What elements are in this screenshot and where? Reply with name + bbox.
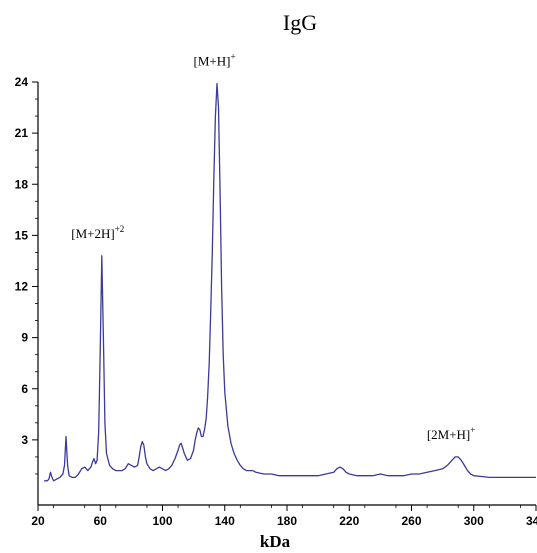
y-tick-label: 12 bbox=[15, 280, 29, 294]
y-tick-label: 21 bbox=[15, 126, 29, 140]
x-tick-label: 100 bbox=[152, 514, 172, 528]
y-tick-label: 24 bbox=[15, 75, 29, 89]
peak-label: [M+H]+ bbox=[194, 52, 236, 69]
y-tick-label: 18 bbox=[15, 177, 29, 191]
y-tick-label: 15 bbox=[15, 228, 29, 242]
peak-label-base: [M+2H] bbox=[71, 226, 114, 241]
x-tick-label: 180 bbox=[277, 514, 297, 528]
x-axis-label: kDa bbox=[260, 532, 291, 551]
x-tick-label: 340 bbox=[526, 514, 537, 528]
x-tick-label: 220 bbox=[339, 514, 359, 528]
peak-annotations: [M+2H]+2[M+H]+[2M+H]+ bbox=[71, 52, 475, 442]
x-tick-label: 260 bbox=[401, 514, 421, 528]
x-tick-label: 300 bbox=[464, 514, 484, 528]
chart-title: IgG bbox=[283, 10, 317, 35]
x-tick-label: 140 bbox=[215, 514, 235, 528]
spectrum-line bbox=[44, 83, 536, 482]
peak-label: [2M+H]+ bbox=[427, 425, 476, 442]
peak-label-sup: + bbox=[230, 52, 235, 62]
y-tick-label: 6 bbox=[21, 382, 28, 396]
peak-label: [M+2H]+2 bbox=[71, 224, 124, 241]
peak-label-base: [2M+H] bbox=[427, 427, 470, 442]
peak-label-base: [M+H] bbox=[194, 54, 231, 69]
x-tick-label: 60 bbox=[94, 514, 108, 528]
axis-ticks bbox=[32, 81, 537, 511]
peak-label-sup: + bbox=[470, 425, 475, 435]
peak-label-sup: +2 bbox=[115, 224, 125, 234]
x-tick-label: 20 bbox=[31, 514, 45, 528]
y-tick-label: 3 bbox=[21, 433, 28, 447]
y-tick-label: 9 bbox=[21, 331, 28, 345]
tick-labels: 3 6 9 12 15 18 21 24 20 60 100 140 180 220 260 300 340 bbox=[15, 75, 537, 528]
